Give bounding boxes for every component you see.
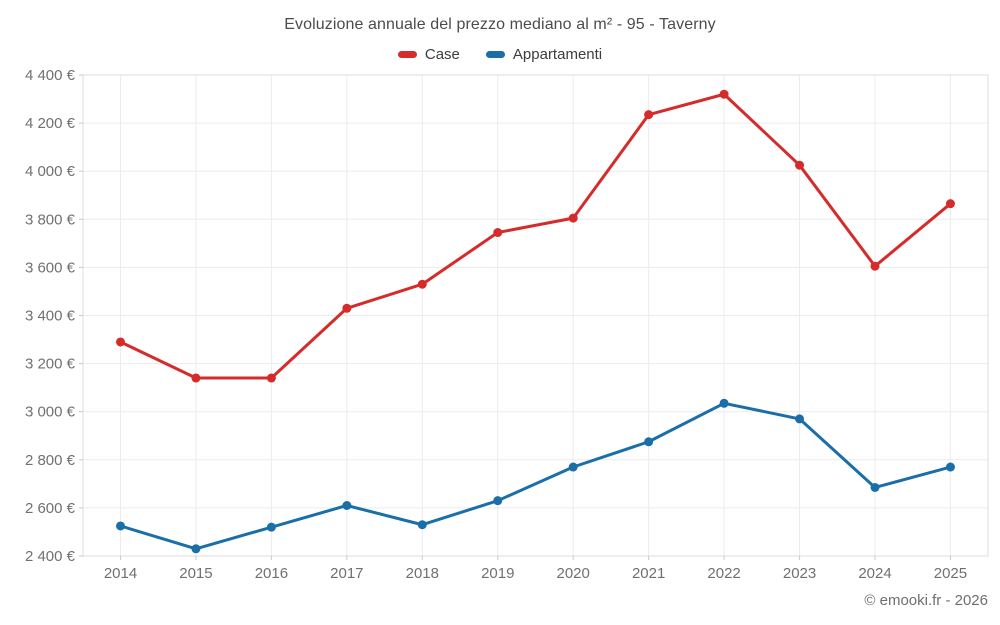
data-point-appartamenti-2019[interactable] <box>493 496 503 506</box>
chart-title: Evoluzione annuale del prezzo mediano al… <box>284 16 716 33</box>
data-point-case-2015[interactable] <box>191 373 201 383</box>
case-series-swatch-icon <box>397 51 417 58</box>
chart-legend: Case Appartamenti <box>0 46 1000 63</box>
y-axis-tick-label: 2 800 € <box>25 452 76 469</box>
x-axis-tick-label: 2022 <box>707 565 740 582</box>
x-axis-tick-label: 2016 <box>255 565 288 582</box>
x-axis-tick-label: 2015 <box>179 565 212 582</box>
data-point-appartamenti-2017[interactable] <box>342 500 352 510</box>
data-point-case-2018[interactable] <box>417 279 427 289</box>
data-point-case-2020[interactable] <box>568 213 578 223</box>
data-point-appartamenti-2015[interactable] <box>191 544 201 554</box>
x-axis-tick-label: 2020 <box>557 565 590 582</box>
y-axis-tick-label: 3 000 € <box>25 404 76 421</box>
data-point-case-2021[interactable] <box>644 110 654 120</box>
data-point-appartamenti-2022[interactable] <box>719 398 729 408</box>
x-axis-tick-label: 2023 <box>783 565 816 582</box>
y-axis-tick-label: 2 600 € <box>25 500 76 517</box>
data-point-appartamenti-2024[interactable] <box>870 482 880 492</box>
x-axis-tick-label: 2017 <box>330 565 363 582</box>
x-axis-tick-label: 2025 <box>934 565 967 582</box>
legend-label-appartamenti: Appartamenti <box>512 46 603 63</box>
x-axis-tick-label: 2018 <box>406 565 439 582</box>
data-point-case-2016[interactable] <box>266 373 276 383</box>
x-axis-tick-label: 2019 <box>481 565 514 582</box>
y-axis-tick-label: 3 600 € <box>25 259 76 276</box>
y-axis-tick-label: 4 400 € <box>25 67 76 84</box>
legend-label-case: Case <box>424 46 460 63</box>
data-point-case-2022[interactable] <box>719 89 729 99</box>
appartamenti-series-swatch-icon <box>485 51 505 58</box>
data-point-case-2024[interactable] <box>870 261 880 271</box>
y-axis-tick-label: 3 200 € <box>25 356 76 373</box>
data-point-appartamenti-2014[interactable] <box>116 521 125 531</box>
y-axis-labels: 2 400 € 2 600 € 2 800 € 3 000 € 3 200 € 3 400… <box>25 67 76 565</box>
data-point-appartamenti-2025[interactable] <box>945 462 955 472</box>
y-axis-tick-label: 2 400 € <box>25 548 76 565</box>
data-point-appartamenti-2016[interactable] <box>266 522 276 532</box>
legend-item-case[interactable]: Case <box>397 46 460 63</box>
axis-ticks <box>79 74 951 560</box>
copyright-text: © emooki.fr - 2026 <box>864 592 988 609</box>
data-point-case-2017[interactable] <box>342 303 352 313</box>
series-appartamenti <box>116 398 955 554</box>
legend-item-appartamenti[interactable]: Appartamenti <box>485 46 603 63</box>
series-case <box>116 89 955 383</box>
y-axis-tick-label: 3 800 € <box>25 211 76 228</box>
data-point-case-2014[interactable] <box>116 337 125 347</box>
grid-lines <box>83 75 988 556</box>
data-point-case-2025[interactable] <box>945 199 955 209</box>
y-axis-tick-label: 4 200 € <box>25 115 76 132</box>
series-appartamenti-line <box>119 401 952 551</box>
data-point-appartamenti-2018[interactable] <box>417 520 427 530</box>
y-axis-tick-label: 4 000 € <box>25 163 76 180</box>
x-axis-tick-label: 2021 <box>632 565 665 582</box>
y-axis-tick-label: 3 400 € <box>25 308 76 325</box>
data-point-case-2019[interactable] <box>493 228 503 238</box>
x-axis-tick-label: 2014 <box>104 565 137 582</box>
x-axis-labels: 2014 2015 2016 2017 2018 2019 2020 2021 2022 2023… <box>104 565 967 582</box>
x-axis-tick-label: 2024 <box>858 565 891 582</box>
data-point-appartamenti-2020[interactable] <box>568 462 578 472</box>
data-point-appartamenti-2023[interactable] <box>795 414 805 424</box>
series-case-line <box>119 92 952 380</box>
data-point-case-2023[interactable] <box>795 160 805 170</box>
data-point-appartamenti-2021[interactable] <box>644 437 654 447</box>
